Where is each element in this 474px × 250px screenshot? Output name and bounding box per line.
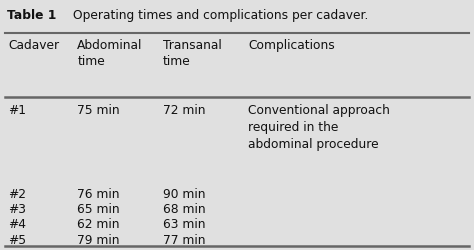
- Text: Operating times and complications per cadaver.: Operating times and complications per ca…: [73, 9, 369, 22]
- Text: 76 min: 76 min: [77, 188, 120, 200]
- Text: #3: #3: [9, 202, 27, 215]
- Text: 77 min: 77 min: [163, 233, 205, 246]
- Text: 79 min: 79 min: [77, 233, 120, 246]
- Text: 72 min: 72 min: [163, 104, 205, 117]
- Text: Cadaver: Cadaver: [9, 39, 60, 52]
- Text: 62 min: 62 min: [77, 218, 120, 230]
- Text: 63 min: 63 min: [163, 218, 205, 230]
- Text: Transanal
time: Transanal time: [163, 39, 221, 68]
- Text: 90 min: 90 min: [163, 188, 205, 200]
- Text: Conventional approach
required in the
abdominal procedure: Conventional approach required in the ab…: [248, 104, 390, 150]
- Text: 75 min: 75 min: [77, 104, 120, 117]
- Text: Complications: Complications: [248, 39, 335, 52]
- Text: Table 1: Table 1: [7, 9, 56, 22]
- Text: Abdominal
time: Abdominal time: [77, 39, 143, 68]
- Text: #4: #4: [9, 218, 27, 230]
- Text: 65 min: 65 min: [77, 202, 120, 215]
- Text: #1: #1: [9, 104, 27, 117]
- Text: #2: #2: [9, 188, 27, 200]
- Text: #5: #5: [9, 233, 27, 246]
- Text: 68 min: 68 min: [163, 202, 205, 215]
